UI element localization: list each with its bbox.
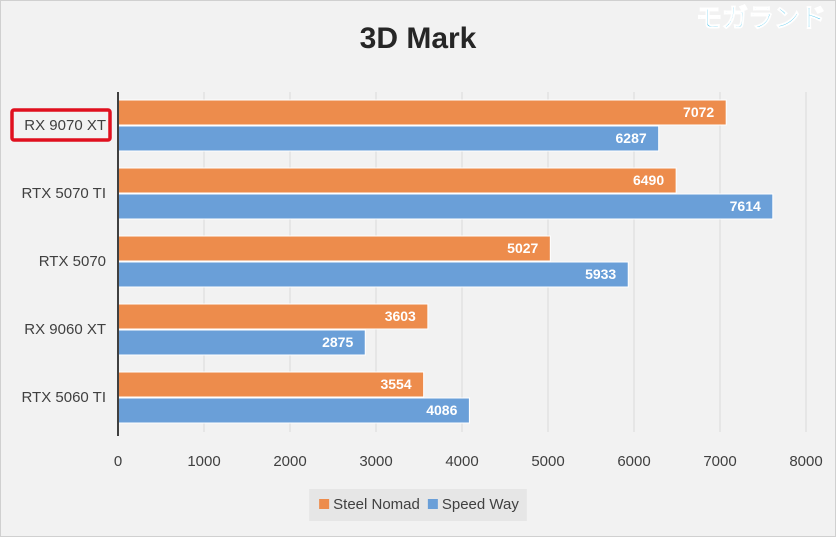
legend-label: Speed Way <box>442 496 519 513</box>
data-label: 2875 <box>322 334 353 350</box>
bar <box>117 235 551 262</box>
bar <box>117 99 727 126</box>
x-tick-label: 3000 <box>359 453 392 470</box>
data-label: 7614 <box>730 198 761 214</box>
legend-swatch <box>319 499 330 509</box>
legend-box <box>309 489 527 521</box>
y-tick-label: RX 9070 XT <box>24 117 106 134</box>
data-label: 5027 <box>507 240 538 256</box>
x-tick-label: 4000 <box>445 453 478 470</box>
x-tick-label: 5000 <box>531 453 564 470</box>
legend-swatch <box>427 499 438 509</box>
bar <box>117 167 677 194</box>
legend: Steel Nomad Speed Way <box>309 489 527 521</box>
bar <box>117 125 660 152</box>
x-tick-label: 7000 <box>703 453 736 470</box>
y-tick-label: RTX 5070 TI <box>22 185 107 202</box>
data-label: 5933 <box>585 266 616 282</box>
data-label: 3554 <box>380 376 411 392</box>
watermark: モガランド <box>696 3 826 33</box>
bar <box>117 329 366 356</box>
y-tick-label: RTX 5060 TI <box>22 389 107 406</box>
y-tick-label: RTX 5070 <box>39 253 106 270</box>
x-tick-label: 0 <box>114 453 122 470</box>
x-tick-label: 1000 <box>187 453 220 470</box>
bar <box>117 261 629 288</box>
bar <box>117 303 429 330</box>
data-label: 4086 <box>426 402 457 418</box>
x-tick-label: 8000 <box>789 453 822 470</box>
y-tick-label: RX 9060 XT <box>24 321 106 338</box>
x-tick-label: 2000 <box>273 453 306 470</box>
x-tick-label: 6000 <box>617 453 650 470</box>
bar <box>117 397 470 424</box>
data-label: 3603 <box>385 308 416 324</box>
data-label: 6490 <box>633 172 664 188</box>
bar <box>117 371 425 398</box>
chart-title: 3D Mark <box>360 22 477 55</box>
data-label: 7072 <box>683 104 714 120</box>
highlight-box <box>10 108 112 142</box>
data-label: 6287 <box>616 130 647 146</box>
legend-label: Steel Nomad <box>333 496 420 513</box>
bar <box>117 193 774 220</box>
